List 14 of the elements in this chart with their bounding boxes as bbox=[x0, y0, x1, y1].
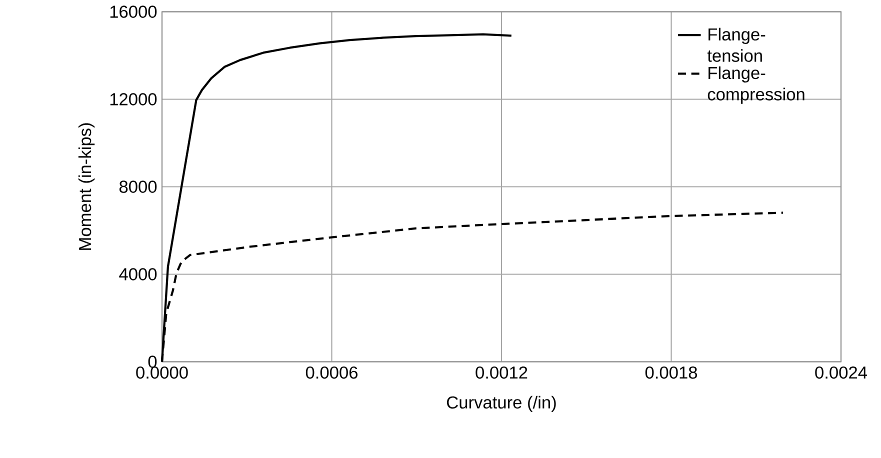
y-tick-label: 16000 bbox=[110, 6, 157, 18]
y-tick-label: 4000 bbox=[119, 268, 157, 280]
x-tick-label: 0.0024 bbox=[815, 366, 868, 379]
x-tick-label: 0.0012 bbox=[476, 366, 528, 379]
y-tick-label: 12000 bbox=[110, 93, 157, 106]
x-tick-label: 0.0018 bbox=[645, 366, 698, 379]
y-tick-label: 0 bbox=[148, 356, 157, 368]
x-axis-title: Curvature (/in) bbox=[447, 396, 556, 412]
x-tick-label: 0.0006 bbox=[306, 366, 358, 379]
legend-label: Flange-compression bbox=[708, 66, 804, 104]
y-axis-title: Moment (in-kips) bbox=[78, 123, 95, 250]
legend-label: Flange-tension bbox=[707, 28, 766, 62]
x-tick-label: 0.0000 bbox=[136, 366, 188, 379]
y-tick-label: 8000 bbox=[119, 180, 157, 193]
